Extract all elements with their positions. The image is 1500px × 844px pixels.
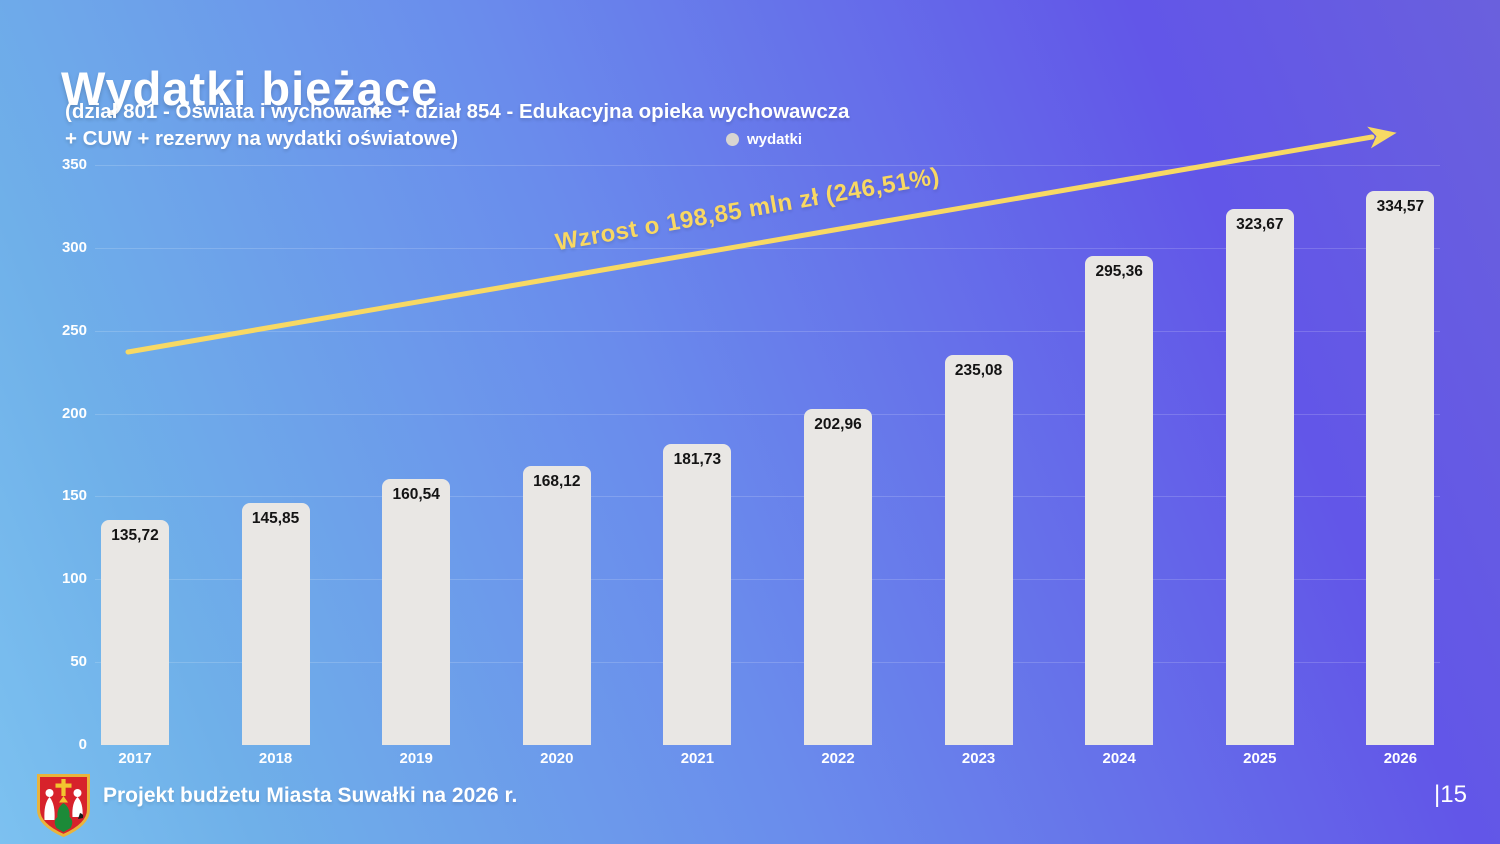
bar-2018: 145,85	[241, 503, 310, 745]
bar-2017: 135,72	[101, 520, 169, 745]
y-tick-label: 100	[61, 570, 87, 588]
x-tick-label: 2018	[258, 750, 293, 767]
bar-value-label: 181,73	[673, 450, 722, 468]
y-tick-label: 350	[61, 156, 87, 173]
y-tick-label: 250	[61, 321, 87, 339]
footer-text: Projekt budżetu Miasta Suwałki na 2026 r…	[103, 784, 518, 807]
x-tick-label: 2025	[1243, 750, 1277, 767]
x-tick-label: 2023	[961, 750, 996, 767]
x-tick-label: 2022	[821, 750, 855, 767]
bar-value-label: 145,85	[251, 510, 300, 528]
bar-2019: 160,54	[382, 478, 451, 745]
gridline	[95, 413, 1440, 415]
suwalki-coat-of-arms	[37, 774, 90, 838]
bar-value-label: 135,72	[111, 527, 159, 545]
bar-value-label: 235,08	[954, 362, 1003, 380]
gridline	[95, 165, 1440, 166]
x-tick-label: 2024	[1102, 750, 1136, 767]
bar-2021: 181,73	[663, 443, 732, 745]
bar-value-label: 160,54	[392, 485, 440, 503]
bar-value-label: 202,96	[814, 415, 862, 433]
x-tick-label: 2017	[118, 750, 152, 767]
x-tick-label: 2021	[680, 750, 715, 767]
gridline	[95, 662, 1440, 664]
x-tick-label: 2026	[1383, 750, 1418, 767]
y-tick-label: 0	[78, 736, 87, 753]
bar-2020: 168,12	[522, 466, 591, 745]
bar-2023: 235,08	[944, 355, 1013, 745]
y-tick-label: 150	[61, 487, 87, 505]
x-tick-label: 2019	[399, 750, 433, 767]
page-number: |15	[1434, 781, 1467, 808]
bar-value-label: 295,36	[1095, 262, 1143, 280]
bar-2025: 323,67	[1225, 208, 1294, 745]
x-tick-label: 2020	[540, 750, 574, 767]
gridline	[95, 496, 1440, 498]
y-tick-label: 50	[70, 653, 87, 671]
bar-2024: 295,36	[1085, 255, 1154, 745]
y-tick-label: 300	[61, 238, 87, 256]
bar-2026: 334,57	[1366, 190, 1435, 745]
page-title: Wydatki bieżące	[61, 62, 439, 116]
y-tick-label: 200	[61, 404, 87, 422]
bar-value-label: 168,12	[533, 473, 581, 491]
gridline	[95, 579, 1440, 581]
bar-value-label: 334,57	[1376, 197, 1425, 215]
bar-2022: 202,96	[804, 408, 872, 745]
bar-value-label: 323,67	[1236, 215, 1284, 233]
